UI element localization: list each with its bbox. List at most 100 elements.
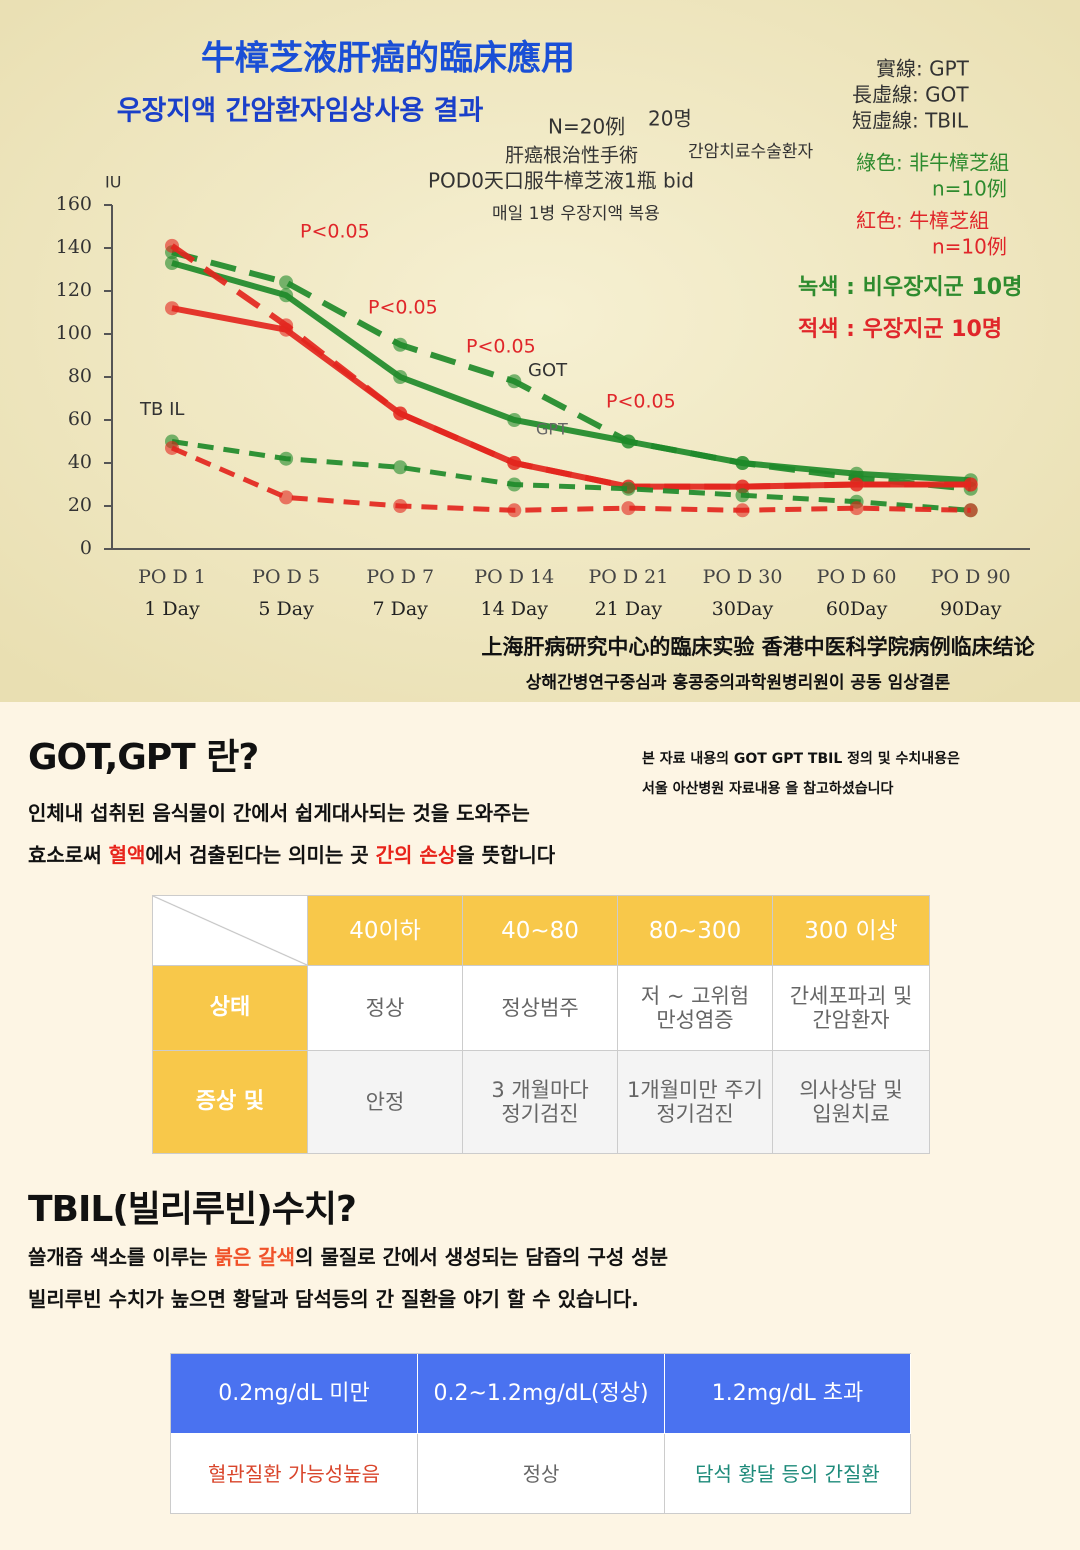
x-sub-label: 5 Day [258, 598, 314, 620]
annotation: 綠色: 非牛樟芝組 [856, 151, 1009, 175]
y-tick-label: 0 [80, 537, 92, 559]
x-sub-label: 60Day [826, 598, 888, 620]
paragraph-line: 쓸개즙 색소를 이루는 붉은 갈색의 물질로 간에서 생성되는 담즙의 구성 성… [28, 1236, 668, 1278]
data-point [165, 440, 179, 455]
data-point [849, 477, 864, 492]
data-point [621, 434, 636, 449]
y-tick-label: 60 [68, 408, 92, 430]
text-segment: 혈액 [108, 843, 146, 867]
data-point [393, 337, 408, 352]
table: 40이하 40~80 80~300 300 이상 상태 정상 정상범주 저 ~ 고위험 만성염… [152, 895, 930, 1154]
annotation: 肝癌根治性手術 [505, 145, 638, 167]
annotation: P<0.05 [368, 297, 438, 319]
annotation: n=10例 [932, 177, 1007, 201]
data-point [507, 503, 522, 518]
text-segment: 빌리루빈 수치가 높으면 황달과 담석등의 간 질환을 야기 할 수 있습니다. [28, 1287, 639, 1311]
data-point [507, 477, 522, 492]
x-sub-label: 30Day [712, 598, 774, 620]
x-sub-label: 14 Day [481, 598, 549, 620]
data-point [165, 238, 179, 253]
heading: TBIL(빌리루빈)수치? [28, 1180, 357, 1232]
data-point [507, 413, 522, 427]
annotation: POD0天口服牛樟芝液1瓶 bid [428, 169, 694, 193]
header-cell: 1.2mg/dL 초과 [665, 1354, 911, 1434]
data-point [393, 499, 408, 513]
header-cell: 40~80 [463, 896, 618, 966]
x-sub-label: 1 Day [144, 598, 200, 620]
data-point [393, 460, 408, 475]
text-segment: 쓸개즙 색소를 이루는 [28, 1245, 215, 1269]
x-tick-label: PO D 30 [703, 566, 783, 588]
annotation: 녹색 : 비우장지군 10명 [798, 275, 1022, 300]
annotation: TB IL [139, 399, 184, 420]
paragraph: 쓸개즙 색소를 이루는 붉은 갈색의 물질로 간에서 생성되는 담즙의 구성 성… [28, 1236, 668, 1320]
data-point [963, 503, 978, 518]
annotation: P<0.05 [300, 221, 370, 243]
data-point [165, 256, 179, 271]
data-line [171, 260, 971, 484]
table-cell: 안정 [308, 1051, 463, 1154]
y-tick-label: 160 [56, 193, 92, 215]
annotation: N=20例 [548, 115, 625, 139]
annotation: n=10例 [932, 235, 1007, 259]
table-cell: 저 ~ 고위험 만성염증 [618, 966, 773, 1051]
table-cell: 의사상담 및 입원치료 [773, 1051, 930, 1154]
data-point [507, 456, 522, 470]
annotation: P<0.05 [466, 336, 536, 358]
text-segment: 을 뜻합니다 [456, 843, 556, 867]
data-point [279, 451, 294, 466]
annotation: 상해간병연구중심과 홍콩중의과학원병리원이 공동 임상결론 [526, 672, 951, 693]
table-cell: 1개월미만 주기 정기검진 [618, 1051, 773, 1154]
data-point [279, 318, 294, 333]
note-line: 본 자료 내용의 GOT GPT TBIL 정의 및 수치내용은 [642, 751, 960, 767]
x-tick-label: PO D 90 [931, 566, 1011, 588]
annotation: 牛樟芝液肝癌的臨床應用 [201, 39, 575, 79]
table: 0.2mg/dL 미만 0.2~1.2mg/dL(정상) 1.2mg/dL 초과 혈관… [170, 1353, 911, 1514]
annotation: 上海肝病研究中心的臨床实验 香港中医科学院病例临床结论 [481, 635, 1035, 659]
heading-text: TBIL(빌리루빈)수치? [28, 1189, 357, 1230]
row-header-cell: 상태 [153, 966, 308, 1051]
header-cell: 300 이상 [773, 896, 930, 966]
chart: 0 20 40 60 80 100 120 140 160 PO D 1 1 Day PO D 5 5 … [0, 0, 1080, 702]
note-line: 서울 아산병원 자료내용 을 참고하셨습니다 [642, 781, 894, 797]
paragraph-line: 빌리루빈 수치가 높으면 황달과 담석등의 간 질환을 야기 할 수 있습니다. [28, 1278, 668, 1320]
text-segment: 붉은 갈색 [214, 1245, 296, 1269]
row-header-cell: 증상 및 [153, 1051, 308, 1154]
x-sub-label: 21 Day [595, 598, 663, 620]
table-cell: 간세포파괴 및 간암환자 [773, 966, 930, 1051]
data-point [963, 477, 978, 492]
annotation: 紅色: 牛樟芝組 [856, 209, 989, 233]
annotation: 우장지액 간암환자임상사용 결과 [117, 96, 484, 127]
data-point [393, 370, 408, 384]
data-line [171, 439, 971, 513]
annotation: 長虛線: GOT [852, 83, 969, 107]
data-point [621, 501, 636, 516]
data-line [170, 243, 971, 490]
table-cell: 정상 [418, 1434, 665, 1514]
x-sub-label: 7 Day [372, 598, 428, 620]
paragraph: 인체내 섭취된 음식물이 간에서 쉽게대사되는 것을 도와주는 효소로써 혈액에서… [28, 792, 555, 876]
y-tick-label: 140 [56, 236, 92, 258]
x-tick-label: PO D 7 [366, 566, 434, 588]
text-segment: 의 물질로 간에서 생성되는 담즙의 구성 성분 [295, 1245, 669, 1269]
header-cell: 0.2mg/dL 미만 [171, 1354, 418, 1434]
header-cell: 0.2~1.2mg/dL(정상) [418, 1354, 665, 1434]
annotation: IU [105, 173, 121, 192]
y-tick-label: 40 [68, 451, 92, 473]
data-point [507, 374, 522, 389]
text-segment: 에서 검출된다는 의미는 곳 [145, 843, 376, 867]
paragraph-line: 인체내 섭취된 음식물이 간에서 쉽게대사되는 것을 도와주는 [28, 792, 555, 834]
annotation: P<0.05 [606, 391, 676, 413]
data-point [735, 503, 750, 518]
annotation: 短虛線: TBIL [852, 109, 969, 133]
y-tick-label: 20 [68, 494, 92, 516]
data-point [279, 490, 294, 505]
y-tick-label: 80 [68, 365, 92, 387]
data-line [171, 249, 971, 492]
x-tick-label: PO D 1 [138, 566, 206, 588]
annotation: 實線: GPT [876, 57, 970, 81]
x-tick-label: PO D 21 [588, 566, 668, 588]
paragraph-line: 효소로써 혈액에서 검출된다는 의미는 곳 간의 손상을 뜻합니다 [28, 834, 555, 876]
annotation: GOT [528, 360, 568, 381]
